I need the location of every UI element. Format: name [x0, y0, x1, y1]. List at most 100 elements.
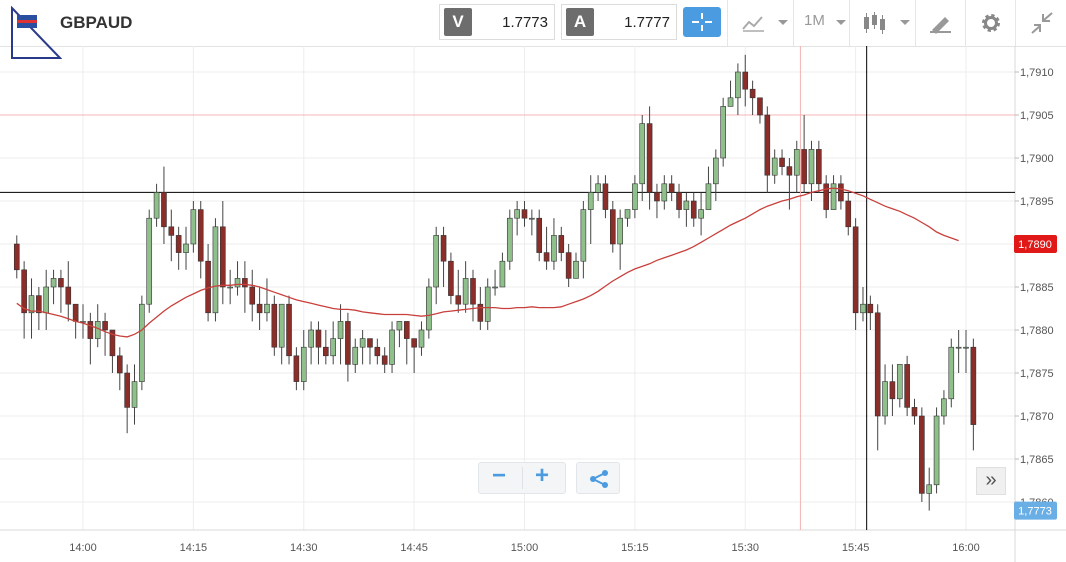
- candle-body: [293, 355, 300, 382]
- x-tick-label: 14:45: [400, 542, 428, 554]
- candle-body: [668, 183, 675, 193]
- candles-icon: [864, 12, 885, 34]
- candle-body: [919, 415, 925, 494]
- share-button[interactable]: [576, 462, 620, 494]
- candle-body: [256, 303, 263, 314]
- candle-body: [705, 183, 712, 210]
- candle-body: [735, 71, 741, 99]
- candle-body: [786, 166, 793, 176]
- settings-button[interactable]: [965, 0, 1016, 46]
- scroll-right-button[interactable]: »: [976, 467, 1006, 495]
- x-tick-label: 14:30: [290, 542, 318, 554]
- candle-body: [499, 260, 506, 288]
- chevron-down-icon: [900, 20, 910, 25]
- candle-body: [161, 192, 167, 228]
- candle-body: [116, 355, 123, 374]
- candle-body: [175, 235, 182, 253]
- candles-button[interactable]: [849, 0, 916, 46]
- ask-tag: A: [566, 8, 594, 36]
- flag-icon: [17, 15, 37, 28]
- candle-body: [36, 295, 42, 314]
- candle-body: [330, 338, 336, 357]
- candle-body: [690, 200, 697, 219]
- collapse-button[interactable]: [1015, 0, 1066, 46]
- candle-body: [381, 355, 388, 365]
- y-tick-label: 1,7875: [1020, 368, 1054, 380]
- candle-body: [514, 209, 520, 219]
- candle-body: [941, 398, 947, 417]
- candle-body: [139, 303, 145, 382]
- chart-type-button[interactable]: [727, 0, 794, 46]
- candle-body: [845, 200, 852, 228]
- crosshair-button[interactable]: [683, 7, 721, 37]
- candle-body: [764, 114, 771, 176]
- share-icon: [590, 470, 608, 488]
- logo-icon: [11, 6, 62, 59]
- zoom-controls: − +: [478, 462, 566, 494]
- candle-body: [742, 71, 749, 90]
- candle-body: [889, 381, 896, 400]
- candle-body: [963, 346, 969, 349]
- candle-body: [337, 321, 344, 339]
- candle-body: [396, 321, 403, 331]
- candle-body: [477, 303, 484, 322]
- candle-body: [543, 252, 550, 262]
- chevron-down-icon: [836, 20, 846, 25]
- price-label-text: 1,7890: [1018, 239, 1052, 251]
- timeframe-button[interactable]: 1M: [793, 0, 850, 46]
- candle-body: [58, 278, 64, 288]
- candle-body: [455, 295, 462, 305]
- candle-body: [359, 338, 366, 348]
- draw-button[interactable]: [915, 0, 966, 46]
- candle-body: [874, 312, 881, 417]
- candle-body: [492, 286, 498, 289]
- candle-body: [587, 192, 594, 210]
- candle-body: [551, 235, 557, 262]
- candle-body: [521, 209, 528, 219]
- candle-body: [242, 278, 248, 288]
- candle-body: [823, 183, 829, 210]
- toolbar: GBPAUD V 1.7773 A 1.7777 1M: [0, 0, 1066, 59]
- candle-body: [197, 209, 204, 262]
- price-label-tag: [1014, 235, 1057, 253]
- candle-body: [536, 217, 543, 253]
- candle-body: [676, 192, 682, 210]
- zoom-in-icon[interactable]: +: [535, 462, 550, 489]
- candle-body: [882, 381, 888, 417]
- candle-body: [367, 338, 373, 348]
- ask-quote[interactable]: A 1.7777: [561, 4, 677, 40]
- candle-body: [808, 149, 815, 185]
- y-tick-label: 1,7895: [1020, 196, 1054, 208]
- symbol-title: GBPAUD: [60, 13, 133, 32]
- timeframe-label: 1M: [804, 12, 825, 29]
- candle-body: [168, 226, 175, 236]
- candle-body: [646, 123, 653, 193]
- candle-body: [713, 157, 719, 185]
- candle-body: [911, 407, 918, 417]
- candle-body: [50, 278, 57, 288]
- chart-area[interactable]: 1,78601,78651,78701,78751,78801,78851,78…: [0, 46, 1066, 562]
- candle-body: [955, 346, 962, 349]
- candle-body: [904, 364, 910, 408]
- candle-body: [146, 217, 153, 305]
- candle-body: [816, 149, 822, 185]
- candle-body: [220, 226, 226, 288]
- candle-body: [300, 346, 307, 382]
- bid-quote[interactable]: V 1.7773: [439, 4, 555, 40]
- zoom-out-icon[interactable]: −: [492, 462, 507, 489]
- candle-body: [323, 346, 329, 357]
- candle-body: [374, 346, 381, 357]
- candle-body: [595, 183, 601, 193]
- candle-body: [315, 329, 322, 348]
- candle-body: [183, 243, 189, 253]
- x-tick-label: 14:15: [180, 542, 208, 554]
- x-tick-label: 15:30: [731, 542, 759, 554]
- candle-body: [109, 329, 116, 357]
- candle-body: [271, 303, 278, 348]
- candle-body: [632, 183, 638, 210]
- crosshair-icon: [692, 13, 712, 31]
- candle-body: [28, 295, 35, 314]
- candle-body: [565, 252, 572, 279]
- candle-body: [573, 260, 579, 279]
- candle-body: [426, 286, 432, 331]
